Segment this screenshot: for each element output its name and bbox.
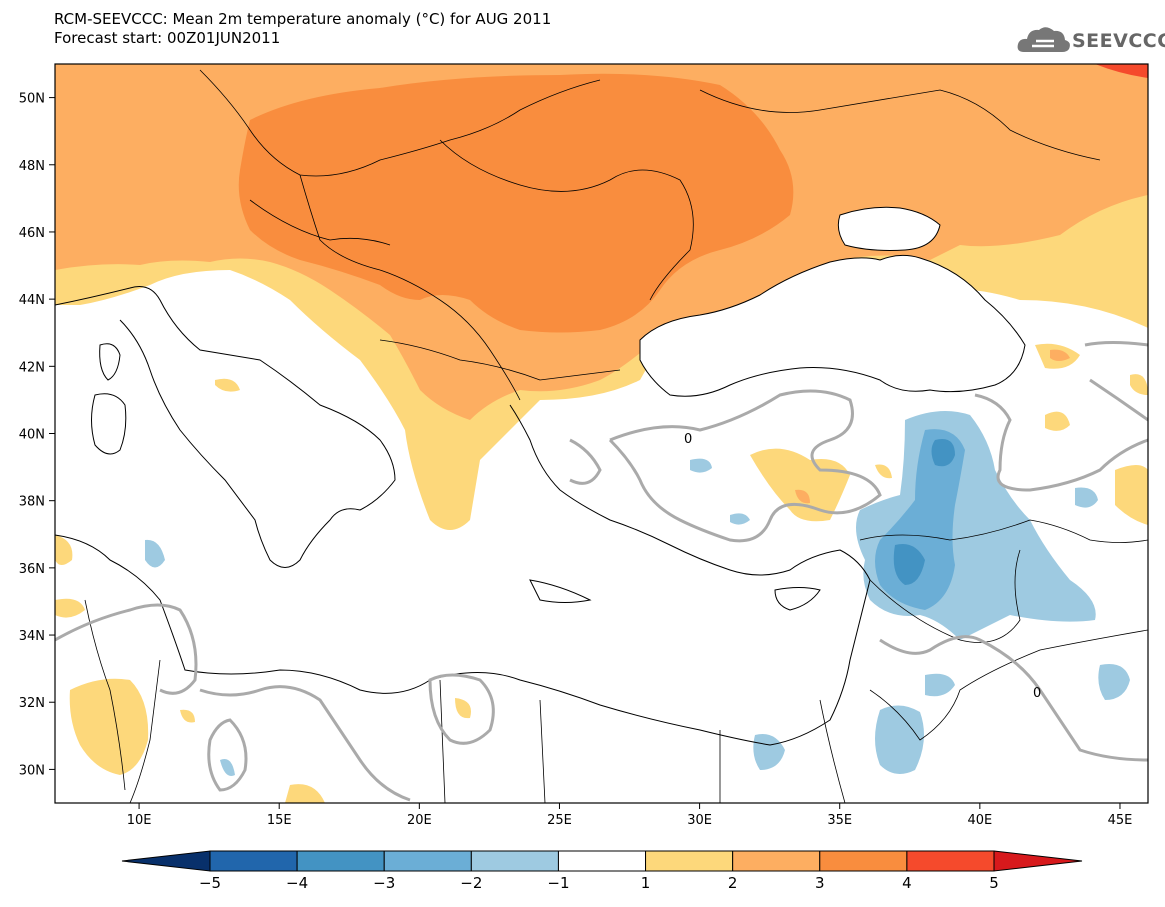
lon-tick-label: 20E bbox=[407, 813, 432, 828]
lat-tick-label: 46N bbox=[19, 226, 45, 241]
colorbar-label: 1 bbox=[641, 874, 651, 892]
colorbar-box bbox=[557, 850, 647, 872]
longitude-axis: 10E 15E 20E 25E 30E 35E 40E 45E bbox=[127, 803, 1133, 828]
black-sea bbox=[640, 255, 1025, 397]
contour-label-zero: 0 bbox=[684, 432, 692, 447]
logo-text: SEEVCCC bbox=[1072, 30, 1165, 52]
colorbar-box bbox=[906, 850, 995, 872]
colorbar-label: 2 bbox=[728, 874, 738, 892]
title-line-2: Forecast start: 00Z01JUN2011 bbox=[54, 29, 281, 47]
title-line-1: RCM-SEEVCCC: Mean 2m temperature anomaly… bbox=[54, 10, 552, 28]
colorbar-box bbox=[470, 850, 559, 872]
lat-tick-label: 48N bbox=[19, 159, 45, 174]
lon-tick-label: 45E bbox=[1108, 813, 1133, 828]
lat-tick-label: 32N bbox=[19, 696, 45, 711]
lon-tick-label: 15E bbox=[267, 813, 292, 828]
lat-tick-label: 44N bbox=[19, 293, 45, 308]
colorbar-label: −4 bbox=[286, 874, 308, 892]
colorbar-box bbox=[645, 850, 734, 872]
colorbar-low-arrow bbox=[121, 850, 211, 872]
colorbar-label: 3 bbox=[815, 874, 825, 892]
contour-label-zero-2: 0 bbox=[1033, 686, 1041, 701]
country-borders bbox=[84, 69, 1148, 803]
lat-tick-label: 38N bbox=[19, 495, 45, 510]
lat-tick-label: 36N bbox=[19, 562, 45, 577]
colorbar: −5 −4 −3 −2 −1 1 2 3 4 5 bbox=[121, 850, 1083, 892]
colorbar-box bbox=[296, 850, 385, 872]
colorbar-label: −1 bbox=[547, 874, 569, 892]
latitude-axis: 50N 48N 46N 44N 42N 40N 38N 36N 34N 32N 30N bbox=[19, 92, 55, 778]
anomaly-area-minus3-east bbox=[893, 439, 955, 585]
lat-tick-label: 30N bbox=[19, 763, 45, 778]
lon-tick-label: 10E bbox=[127, 813, 152, 828]
sea-of-azov bbox=[838, 207, 940, 251]
colorbar-label: 4 bbox=[902, 874, 912, 892]
lat-tick-label: 42N bbox=[19, 360, 45, 375]
colorbar-box bbox=[209, 850, 298, 872]
lat-tick-label: 50N bbox=[19, 92, 45, 107]
lon-tick-label: 25E bbox=[547, 813, 572, 828]
colorbar-high-arrow bbox=[993, 850, 1083, 872]
colorbar-box bbox=[819, 850, 908, 872]
colorbar-label: 5 bbox=[989, 874, 999, 892]
lon-tick-label: 40E bbox=[967, 813, 992, 828]
colorbar-label: −2 bbox=[460, 874, 482, 892]
colorbar-label: −5 bbox=[199, 874, 221, 892]
lat-tick-label: 40N bbox=[19, 428, 45, 443]
anomaly-area-3to4 bbox=[238, 73, 794, 333]
anomaly-area-4to5 bbox=[1095, 64, 1148, 78]
coastlines bbox=[55, 206, 1026, 746]
lon-tick-label: 35E bbox=[827, 813, 852, 828]
lon-tick-label: 30E bbox=[687, 813, 712, 828]
map-plot-area: 0 0 bbox=[55, 64, 1148, 803]
lat-tick-label: 34N bbox=[19, 629, 45, 644]
cloud-icon bbox=[1017, 27, 1070, 52]
map-title: RCM-SEEVCCC: Mean 2m temperature anomaly… bbox=[54, 10, 551, 48]
zero-contours bbox=[55, 341, 1148, 802]
seevccc-logo: SEEVCCC bbox=[1016, 22, 1165, 58]
colorbar-box bbox=[732, 850, 821, 872]
colorbar-box bbox=[383, 850, 472, 872]
colorbar-label: −3 bbox=[373, 874, 395, 892]
